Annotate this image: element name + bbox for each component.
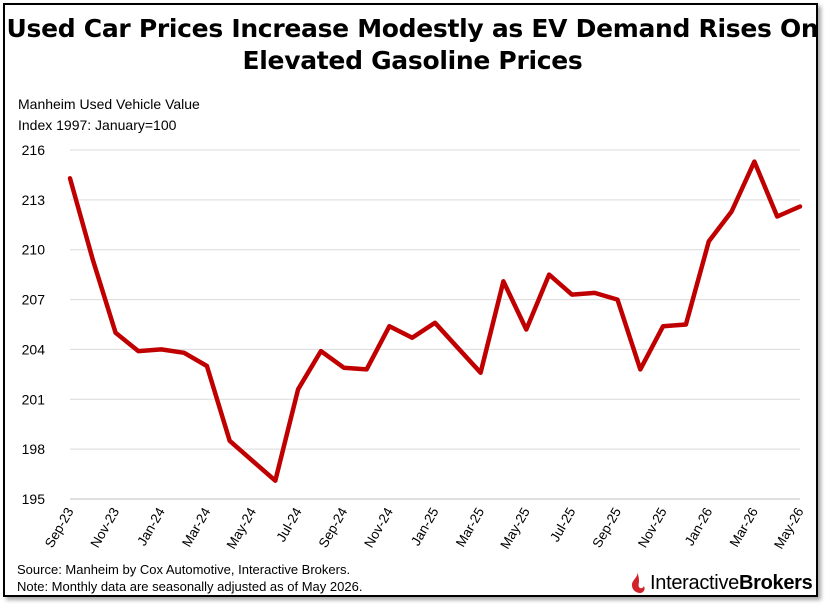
x-tick-label-Mar-25: Mar-25: [453, 505, 487, 550]
chart-title-line-1: Used Car Prices Increase Modestly as EV …: [6, 14, 819, 43]
brand-word-interactive: Interactive: [650, 571, 739, 594]
y-tick-label-198: 198: [22, 441, 46, 457]
y-tick-label-204: 204: [22, 341, 46, 357]
y-tick-label-210: 210: [22, 242, 46, 258]
y-tick-label-201: 201: [22, 391, 46, 407]
source-note: Source: Manheim by Cox Automotive, Inter…: [17, 562, 351, 577]
data-note: Note: Monthly data are seasonally adjust…: [17, 579, 363, 594]
x-tick-label-Nov-24: Nov-24: [361, 505, 396, 551]
chart-frame: Used Car Prices Increase Modestly as EV …: [3, 3, 820, 597]
brand-logo: Interactive Brokers: [627, 569, 813, 597]
x-tick-label-Mar-24: Mar-24: [179, 505, 214, 550]
x-tick-label-Jan-25: Jan-25: [408, 505, 442, 548]
x-tick-label-Jan-24: Jan-24: [134, 505, 168, 549]
y-tick-label-195: 195: [22, 491, 46, 507]
series-line: [67, 159, 803, 483]
x-tick-label-Sep-25: Sep-25: [589, 505, 624, 550]
x-tick-label-Mar-26: Mar-26: [727, 505, 761, 550]
y-tick-label-207: 207: [22, 292, 46, 308]
x-tick-label-Sep-23: Sep-23: [42, 505, 77, 550]
line-chart: 195 198 201 204 207 210 213 216 Sep-23 Nov-23 Jan-…: [22, 142, 807, 552]
x-tick-label-Jul-25: Jul-25: [547, 505, 578, 544]
x-tick-label-May-26: May-26: [771, 505, 806, 551]
y-tick-label-216: 216: [22, 142, 46, 158]
x-tick-label-Nov-23: Nov-23: [87, 505, 122, 550]
brand-word-brokers: Brokers: [738, 571, 813, 594]
x-tick-label-Nov-25: Nov-25: [635, 505, 670, 550]
y-axis-label-line-2: Index 1997: January=100: [18, 117, 177, 133]
ib-logo-icon: [631, 572, 645, 593]
chart-title-line-2: Elevated Gasoline Prices: [242, 46, 583, 75]
x-tick-label-May-25: May-25: [497, 505, 532, 551]
chart-title: Used Car Prices Increase Modestly as EV …: [5, 13, 820, 77]
x-tick-label-Jul-24: Jul-24: [273, 505, 305, 545]
x-tick-label-Sep-24: Sep-24: [316, 505, 351, 551]
y-tick-label-213: 213: [22, 192, 46, 208]
y-axis-label-line-1: Manheim Used Vehicle Value: [18, 96, 200, 112]
x-tick-label-Jan-26: Jan-26: [682, 505, 716, 548]
x-tick-label-May-24: May-24: [224, 505, 260, 552]
